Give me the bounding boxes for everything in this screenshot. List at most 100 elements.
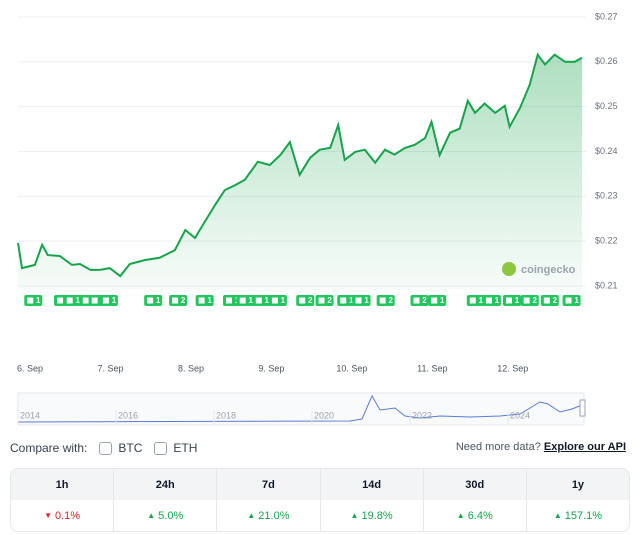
change-value: 157.1% [564,509,603,522]
event-badge[interactable]: 2 [540,295,559,306]
value-cell: ▲ 157.1% [527,500,629,531]
event-badge[interactable]: 1 [268,295,287,306]
trend-arrow: ▼ [44,511,52,520]
navigator-frame [17,392,585,426]
event-badge[interactable]: 1 [99,295,118,306]
trend-arrow: ▲ [553,511,562,520]
header-cell-text: 1y [571,478,585,491]
header-cell: 7d [217,469,321,500]
trend-arrow: ▲ [456,511,465,520]
header-cell-text: 7d [262,478,275,491]
header-cell: 1y [527,469,629,500]
price-line [17,52,583,278]
event-badge[interactable]: 2 [169,295,188,306]
event-badge[interactable]: 1 [466,295,485,306]
badge-label: 2 [388,296,393,305]
event-badge[interactable]: 2 [315,295,334,306]
badge-label: 2 [181,296,186,305]
change-value: 5.0% [158,509,184,522]
event-badge[interactable]: 1 [482,295,501,306]
navigator-label: 2016 [118,410,138,420]
badge-label: 1 [156,296,161,305]
x-tick-label: 12. Sep [497,363,528,373]
badge-icon [82,297,89,304]
event-badge[interactable]: 1 [252,295,271,306]
header-cell-text: 14d [362,478,382,491]
header-cell: 24h [114,469,218,500]
event-badge[interactable]: 1 [195,295,214,306]
navigator[interactable] [17,392,586,426]
badge-icon [431,297,438,304]
event-badge[interactable]: 2 [410,295,429,306]
x-tick-label: 11. Sep [417,363,447,373]
badge-label: 1 [281,296,286,305]
compare-option[interactable]: BTC [118,441,143,455]
checkbox[interactable] [154,441,168,455]
badge-icon [485,297,492,304]
badge-icon [255,297,262,304]
badge-label: 2 [308,296,313,305]
header-cell-text: 30d [465,478,485,491]
event-badge[interactable]: 1 [337,295,356,306]
x-tick-label: 9. Sep [258,363,284,373]
badge-icon [355,297,362,304]
y-tick-label: $0.25 [595,101,618,111]
badge-icon [299,297,306,304]
area [18,54,582,291]
event-badge[interactable]: 1 [236,295,255,306]
event-badge[interactable]: 1 [352,295,371,306]
chart: $0.21 $0.22 $0.23 $0.24 $0.25 $0.26 $0.27 6. Se… [17,11,618,426]
badge-label: 1 [440,296,445,305]
navigator-handle[interactable] [579,399,586,417]
event-badge[interactable]: 2 [376,295,395,306]
event-badge[interactable]: 1 [63,295,82,306]
event-badge[interactable]: 2 [520,295,539,306]
event-badge[interactable]: 1 [562,295,581,306]
y-tick-label: $0.26 [595,56,618,66]
watermark-text: coingecko [521,264,576,276]
badge-icon [198,297,205,304]
event-badge[interactable]: 1 [144,295,163,306]
value-cell: ▲ 21.0% [217,500,321,531]
badge-label: 2 [422,296,427,305]
x-tick-label: 6. Sep [17,363,43,373]
change-value: 6.4% [467,509,493,522]
badge-icon [239,297,246,304]
value-cell: ▼ 0.1% [11,500,115,531]
header-cell: 14d [321,469,424,500]
badge-icon [172,297,179,304]
badge-label: 1 [265,296,270,305]
badge-icon [523,297,530,304]
event-badge[interactable]: 1 [503,295,522,306]
compare-option[interactable]: ETH [173,441,198,455]
badge-label: 2 [532,296,537,305]
navigator-line [17,394,583,423]
value-cell: ▲ 19.8% [321,500,424,531]
x-tick-label: 8. Sep [178,363,204,373]
event-badge[interactable]: 1 [428,295,447,306]
badge-label: 2 [553,296,558,305]
badge-icon [27,297,34,304]
api-link[interactable]: Explore our API [543,441,626,453]
badge-label: 1 [364,296,369,305]
badge-icon [340,297,347,304]
event-badge[interactable]: 1 [24,295,43,306]
watermark-logo [502,262,516,276]
badge-label: 1 [495,296,500,305]
badge-icon [379,297,386,304]
badge-label: 1 [515,296,520,305]
badge-icon [413,297,420,304]
badge-icon [271,297,278,304]
value-cell: ▲ 5.0% [114,500,218,531]
badge-label: 1 [36,296,41,305]
navigator-label: 2024 [510,410,530,420]
event-badge[interactable]: 2 [296,295,315,306]
checkbox[interactable] [99,441,113,455]
badge-icon [91,297,98,304]
header-cell-text: 1h [55,478,69,491]
change-value: 21.0% [258,509,290,522]
change-table: 1h 24h 7d 14d 30d 1y ▼ 0.1% ▲ 5.0% ▲ 21.0% ▲ 19.8% ▲ 6… [10,468,630,532]
value-row: ▼ 0.1% ▲ 5.0% ▲ 21.0% ▲ 19.8% ▲ 6.4% ▲ 157.1% [11,500,629,531]
badge-label: 1 [574,296,579,305]
header-cell: 1h [11,469,115,500]
